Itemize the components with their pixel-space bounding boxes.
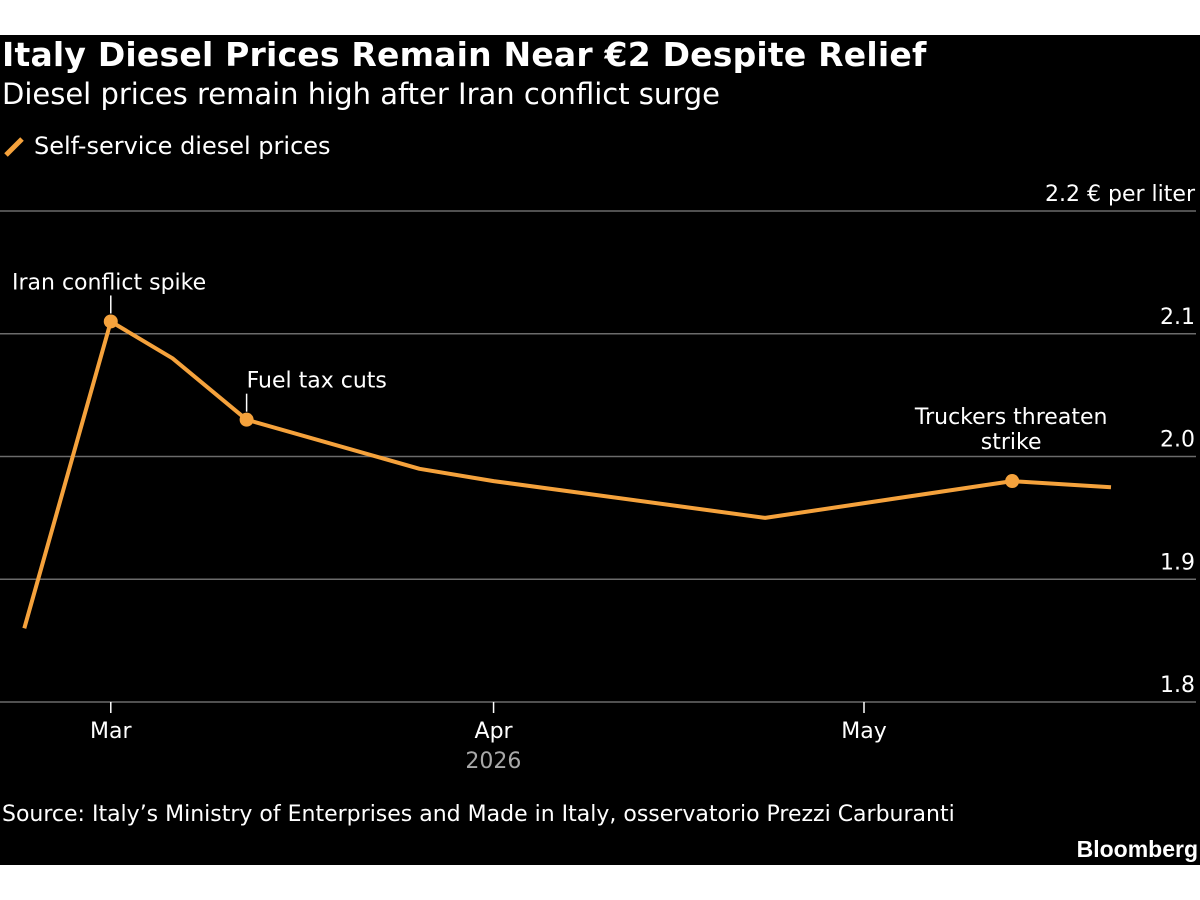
annotation-marker [239,412,254,427]
x-tick-label: May [841,719,886,744]
annotation-label: strike [981,430,1042,455]
annotation-label: Iran conflict spike [12,270,206,295]
series-line [22,319,1112,629]
x-tick-label: Mar [90,719,132,744]
y-tick-label: 1.8 [1160,673,1195,698]
annotation-label: Fuel tax cuts [247,369,387,394]
y-tick-label: 1.9 [1160,550,1195,575]
annotation-label: Truckers threaten [914,405,1108,430]
x-tick-label: Apr [475,719,514,744]
x-year-label: 2026 [465,749,521,774]
chart-title: Italy Diesel Prices Remain Near €2 Despi… [2,35,927,74]
source-note: Source: Italy’s Ministry of Enterprises … [2,802,955,827]
y-tick-label: 2.1 [1160,305,1195,330]
legend-swatch-icon [4,137,24,157]
legend-label: Self-service diesel prices [34,132,331,160]
line-chart: 1.8 1.9 2.0 2.1 2.2 € per liter Mar Apr May 2026… [0,182,1196,774]
annotation-marker [1005,474,1020,489]
legend: Self-service diesel prices [2,131,331,161]
chart-subtitle: Diesel prices remain high after Iran con… [2,77,720,111]
annotation-marker [103,314,118,329]
chart-frame: Italy Diesel Prices Remain Near €2 Despi… [0,35,1200,865]
bloomberg-logo: Bloomberg [1076,836,1198,862]
y-tick-label: 2.0 [1160,428,1195,453]
y-tick-label: 2.2 € per liter [1045,182,1196,207]
